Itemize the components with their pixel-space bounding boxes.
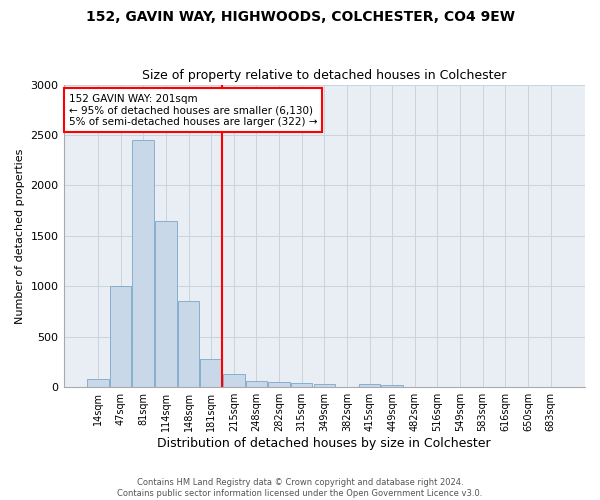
Bar [155,220,176,387]
Bar [178,302,199,387]
Bar [133,140,154,387]
X-axis label: Distribution of detached houses by size in Colchester: Distribution of detached houses by size … [157,437,491,450]
Bar [223,374,245,387]
Bar [291,382,313,387]
Bar [110,286,131,387]
Bar [359,384,380,387]
Text: 152 GAVIN WAY: 201sqm
← 95% of detached houses are smaller (6,130)
5% of semi-de: 152 GAVIN WAY: 201sqm ← 95% of detached … [69,94,317,127]
Bar [245,381,267,387]
Bar [427,386,448,387]
Bar [382,384,403,387]
Text: Contains HM Land Registry data © Crown copyright and database right 2024.
Contai: Contains HM Land Registry data © Crown c… [118,478,482,498]
Bar [87,379,109,387]
Bar [268,382,290,387]
Title: Size of property relative to detached houses in Colchester: Size of property relative to detached ho… [142,69,506,82]
Y-axis label: Number of detached properties: Number of detached properties [15,148,25,324]
Bar [200,359,222,387]
Bar [314,384,335,387]
Text: 152, GAVIN WAY, HIGHWOODS, COLCHESTER, CO4 9EW: 152, GAVIN WAY, HIGHWOODS, COLCHESTER, C… [86,10,515,24]
